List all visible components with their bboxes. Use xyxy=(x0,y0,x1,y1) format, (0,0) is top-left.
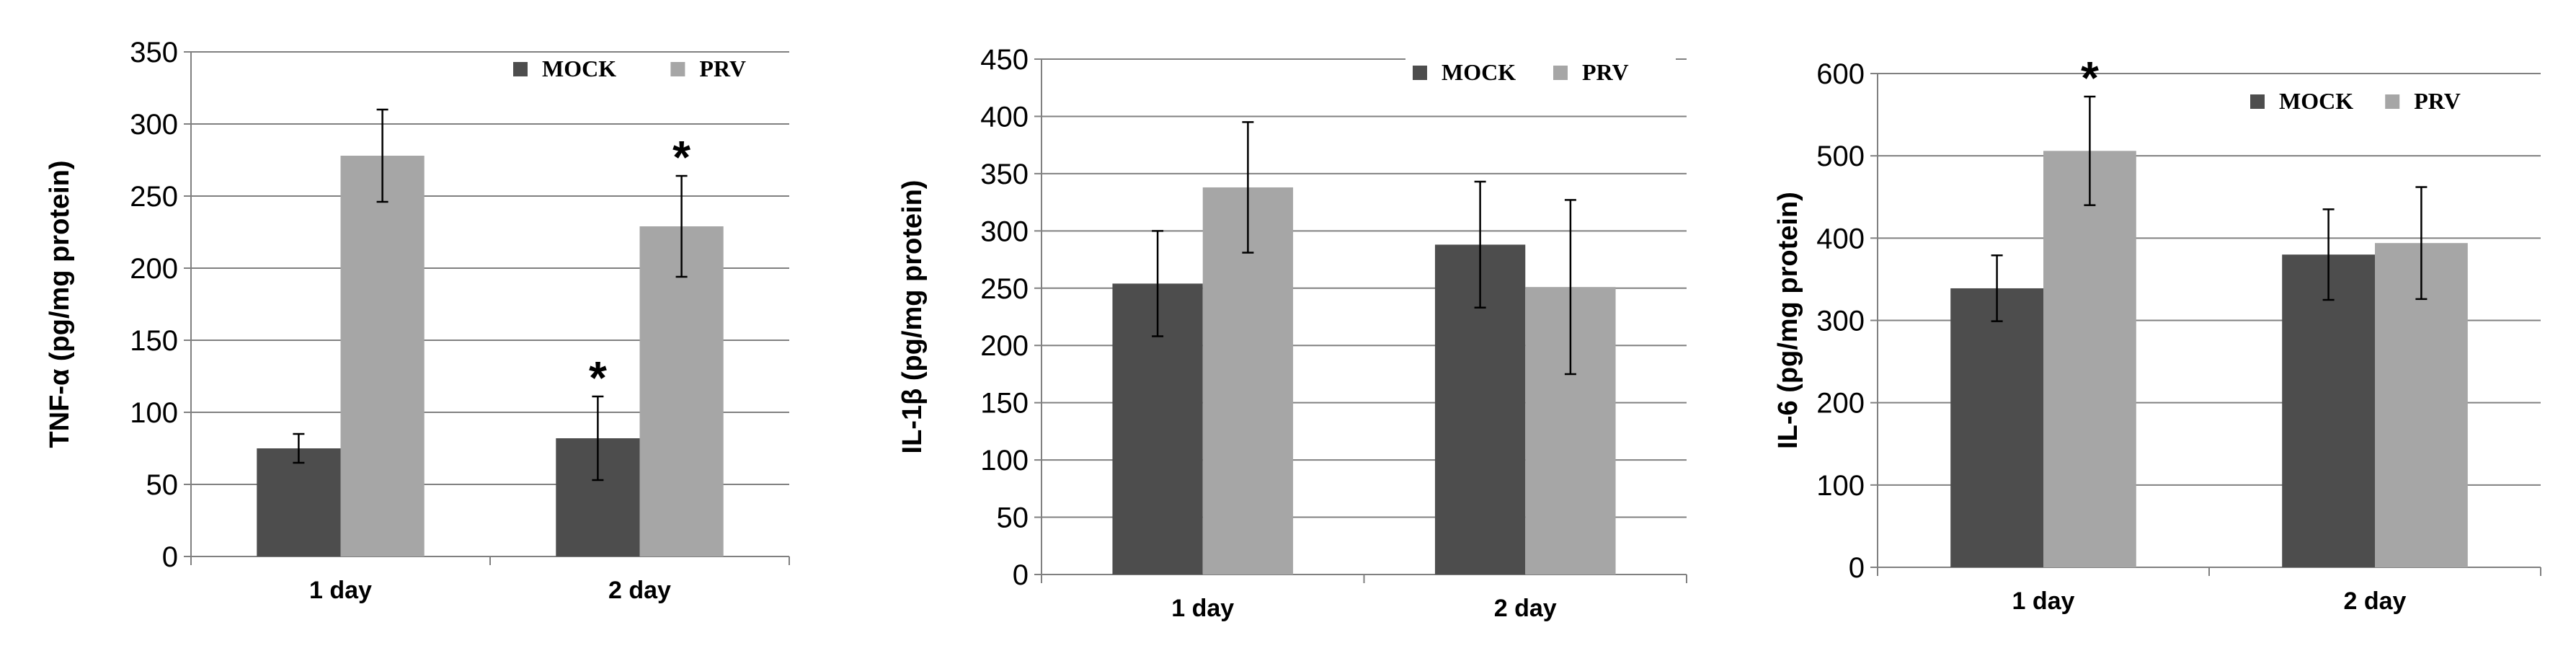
y-tick-label: 250 xyxy=(980,273,1029,305)
y-tick-label: 500 xyxy=(1816,141,1865,172)
bar-mock-1 xyxy=(257,448,341,556)
y-tick-label: 350 xyxy=(130,37,178,68)
y-tick-label: 0 xyxy=(1849,552,1865,584)
y-tick-label: 600 xyxy=(1816,58,1865,90)
x-category-label: 2 day xyxy=(1494,595,1557,622)
legend-label-mock: MOCK xyxy=(1442,59,1516,85)
x-category-label: 1 day xyxy=(2012,587,2075,615)
chart-panel-3: 0 100 200 300 400 500 600 1 day * 2 day IL-6 (pg/m… xyxy=(1773,52,2541,615)
y-tick-label: 300 xyxy=(130,109,178,141)
legend-label-prv: PRV xyxy=(699,56,746,81)
y-tick-label: 450 xyxy=(980,44,1029,76)
y-tick-label: 0 xyxy=(1013,559,1029,591)
legend-swatch-mock xyxy=(1413,66,1427,80)
significance-marker: * xyxy=(589,352,607,404)
y-tick-label: 400 xyxy=(980,101,1029,133)
legend-label-mock: MOCK xyxy=(2279,88,2353,114)
significance-marker: * xyxy=(672,131,690,183)
bar-prv-2 xyxy=(639,226,724,556)
legend-label-mock: MOCK xyxy=(542,56,616,81)
bar-prv-1 xyxy=(340,156,425,556)
y-axis-title: IL-6 (pg/mg protein) xyxy=(1773,192,1803,449)
legend-swatch-prv xyxy=(1553,66,1568,80)
chart-panel-1: 0 50 100 150 200 250 300 350 1 day 2 day * * TNF-α (… xyxy=(45,37,809,604)
y-tick-label: 100 xyxy=(1816,470,1865,502)
legend-swatch-mock xyxy=(513,62,528,76)
legend-label-prv: PRV xyxy=(1582,59,1629,85)
legend-swatch-prv xyxy=(670,62,685,76)
legend-box xyxy=(2243,86,2502,122)
x-category-label: 1 day xyxy=(309,577,372,604)
y-tick-label: 100 xyxy=(980,445,1029,476)
legend-label-prv: PRV xyxy=(2414,88,2461,114)
y-tick-label: 150 xyxy=(130,325,178,357)
chart-panel-2: 0 50 100 150 200 250 300 350 400 450 1 day 2 day IL-… xyxy=(897,44,1687,622)
y-tick-label: 300 xyxy=(980,216,1029,247)
y-tick-label: 50 xyxy=(146,469,179,501)
y-tick-label: 150 xyxy=(980,388,1029,420)
legend-box xyxy=(506,53,809,89)
y-tick-label: 200 xyxy=(1816,388,1865,420)
y-tick-label: 200 xyxy=(980,330,1029,362)
y-axis-title: IL-1β (pg/mg protein) xyxy=(897,180,928,454)
y-axis-title: TNF-α (pg/mg protein) xyxy=(45,160,75,448)
x-category-label: 2 day xyxy=(2344,587,2407,615)
y-tick-label: 50 xyxy=(997,502,1029,534)
significance-marker: * xyxy=(2081,52,2099,104)
legend-swatch-prv xyxy=(2385,94,2400,109)
bar-prv-1 xyxy=(2043,151,2136,568)
y-tick-label: 200 xyxy=(130,253,178,285)
legend-box xyxy=(1405,57,1676,97)
y-tick-label: 400 xyxy=(1816,223,1865,254)
y-tick-label: 100 xyxy=(130,397,178,429)
bar-mock-1 xyxy=(1950,288,2043,567)
y-tick-label: 300 xyxy=(1816,306,1865,337)
legend-swatch-mock xyxy=(2250,94,2265,109)
y-tick-label: 250 xyxy=(130,181,178,213)
y-tick-label: 0 xyxy=(162,541,178,573)
x-category-label: 1 day xyxy=(1171,595,1234,622)
bar-mock-2 xyxy=(2282,254,2375,567)
y-tick-label: 350 xyxy=(980,159,1029,190)
x-category-label: 2 day xyxy=(608,577,671,604)
